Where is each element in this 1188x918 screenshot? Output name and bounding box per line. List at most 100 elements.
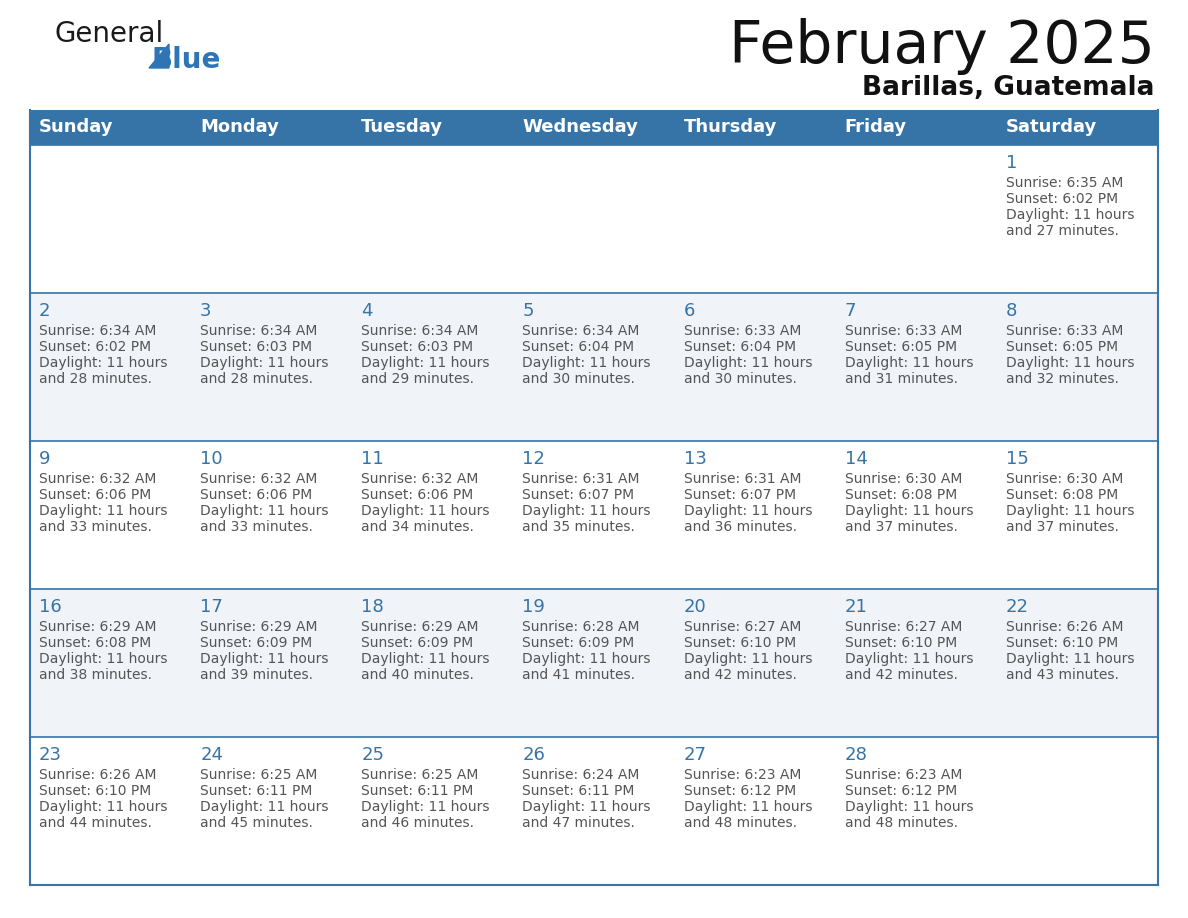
- Text: and 37 minutes.: and 37 minutes.: [845, 520, 958, 534]
- Text: Sunrise: 6:29 AM: Sunrise: 6:29 AM: [39, 620, 157, 634]
- Text: Sunset: 6:11 PM: Sunset: 6:11 PM: [523, 784, 634, 798]
- Text: 19: 19: [523, 598, 545, 616]
- Text: Sunrise: 6:33 AM: Sunrise: 6:33 AM: [1006, 324, 1123, 338]
- Text: 10: 10: [200, 450, 223, 468]
- Text: Daylight: 11 hours: Daylight: 11 hours: [523, 800, 651, 814]
- Bar: [30, 441, 1158, 589]
- Text: and 47 minutes.: and 47 minutes.: [523, 816, 636, 830]
- Text: 6: 6: [683, 302, 695, 320]
- Text: 16: 16: [39, 598, 62, 616]
- Bar: [30, 293, 1158, 441]
- Text: Sunrise: 6:25 AM: Sunrise: 6:25 AM: [361, 768, 479, 782]
- Text: General: General: [55, 20, 164, 48]
- Text: Saturday: Saturday: [1006, 118, 1097, 137]
- Text: Sunrise: 6:34 AM: Sunrise: 6:34 AM: [39, 324, 157, 338]
- Text: Sunset: 6:03 PM: Sunset: 6:03 PM: [200, 340, 312, 354]
- Text: and 38 minutes.: and 38 minutes.: [39, 668, 152, 682]
- Text: 7: 7: [845, 302, 857, 320]
- Text: Daylight: 11 hours: Daylight: 11 hours: [523, 504, 651, 518]
- Text: Daylight: 11 hours: Daylight: 11 hours: [683, 504, 813, 518]
- Text: Daylight: 11 hours: Daylight: 11 hours: [845, 652, 973, 666]
- Bar: [30, 110, 1158, 145]
- Text: Sunrise: 6:29 AM: Sunrise: 6:29 AM: [361, 620, 479, 634]
- Text: and 42 minutes.: and 42 minutes.: [683, 668, 796, 682]
- Text: Sunrise: 6:31 AM: Sunrise: 6:31 AM: [683, 472, 801, 486]
- Text: 24: 24: [200, 746, 223, 764]
- Text: and 41 minutes.: and 41 minutes.: [523, 668, 636, 682]
- Text: Sunrise: 6:30 AM: Sunrise: 6:30 AM: [845, 472, 962, 486]
- Text: Sunrise: 6:23 AM: Sunrise: 6:23 AM: [683, 768, 801, 782]
- Text: and 32 minutes.: and 32 minutes.: [1006, 372, 1119, 386]
- Text: 18: 18: [361, 598, 384, 616]
- Text: Sunset: 6:09 PM: Sunset: 6:09 PM: [200, 636, 312, 650]
- Text: 20: 20: [683, 598, 707, 616]
- Text: and 36 minutes.: and 36 minutes.: [683, 520, 797, 534]
- Text: Daylight: 11 hours: Daylight: 11 hours: [200, 504, 329, 518]
- Text: 12: 12: [523, 450, 545, 468]
- Text: Sunrise: 6:33 AM: Sunrise: 6:33 AM: [845, 324, 962, 338]
- Text: Sunset: 6:11 PM: Sunset: 6:11 PM: [361, 784, 474, 798]
- Text: and 28 minutes.: and 28 minutes.: [200, 372, 314, 386]
- Text: Daylight: 11 hours: Daylight: 11 hours: [39, 800, 168, 814]
- Text: and 30 minutes.: and 30 minutes.: [683, 372, 796, 386]
- Text: Sunrise: 6:29 AM: Sunrise: 6:29 AM: [200, 620, 317, 634]
- Text: 26: 26: [523, 746, 545, 764]
- Text: Sunset: 6:08 PM: Sunset: 6:08 PM: [1006, 488, 1118, 502]
- Text: Sunset: 6:10 PM: Sunset: 6:10 PM: [845, 636, 958, 650]
- Text: Daylight: 11 hours: Daylight: 11 hours: [1006, 652, 1135, 666]
- Text: Daylight: 11 hours: Daylight: 11 hours: [845, 800, 973, 814]
- Text: Sunrise: 6:26 AM: Sunrise: 6:26 AM: [39, 768, 157, 782]
- Text: Daylight: 11 hours: Daylight: 11 hours: [683, 800, 813, 814]
- Text: and 28 minutes.: and 28 minutes.: [39, 372, 152, 386]
- Text: 28: 28: [845, 746, 867, 764]
- Text: Daylight: 11 hours: Daylight: 11 hours: [845, 504, 973, 518]
- Text: Daylight: 11 hours: Daylight: 11 hours: [39, 652, 168, 666]
- Text: Daylight: 11 hours: Daylight: 11 hours: [1006, 356, 1135, 370]
- Text: 4: 4: [361, 302, 373, 320]
- Text: and 48 minutes.: and 48 minutes.: [845, 816, 958, 830]
- Text: Daylight: 11 hours: Daylight: 11 hours: [39, 356, 168, 370]
- Text: and 42 minutes.: and 42 minutes.: [845, 668, 958, 682]
- Text: Daylight: 11 hours: Daylight: 11 hours: [361, 800, 489, 814]
- Text: Daylight: 11 hours: Daylight: 11 hours: [523, 356, 651, 370]
- Text: Sunrise: 6:28 AM: Sunrise: 6:28 AM: [523, 620, 640, 634]
- Text: Sunset: 6:06 PM: Sunset: 6:06 PM: [361, 488, 474, 502]
- Text: Daylight: 11 hours: Daylight: 11 hours: [39, 504, 168, 518]
- Text: and 33 minutes.: and 33 minutes.: [39, 520, 152, 534]
- Text: Sunrise: 6:30 AM: Sunrise: 6:30 AM: [1006, 472, 1123, 486]
- Text: Sunset: 6:10 PM: Sunset: 6:10 PM: [683, 636, 796, 650]
- Text: 14: 14: [845, 450, 867, 468]
- Text: 22: 22: [1006, 598, 1029, 616]
- Bar: [30, 589, 1158, 737]
- Text: Sunrise: 6:32 AM: Sunrise: 6:32 AM: [200, 472, 317, 486]
- Text: Sunset: 6:05 PM: Sunset: 6:05 PM: [845, 340, 956, 354]
- Text: Sunset: 6:07 PM: Sunset: 6:07 PM: [523, 488, 634, 502]
- Text: Sunrise: 6:35 AM: Sunrise: 6:35 AM: [1006, 176, 1123, 190]
- Text: Sunset: 6:12 PM: Sunset: 6:12 PM: [683, 784, 796, 798]
- Text: 25: 25: [361, 746, 384, 764]
- Text: Daylight: 11 hours: Daylight: 11 hours: [361, 504, 489, 518]
- Text: Sunrise: 6:34 AM: Sunrise: 6:34 AM: [523, 324, 640, 338]
- Text: Daylight: 11 hours: Daylight: 11 hours: [200, 652, 329, 666]
- Text: Daylight: 11 hours: Daylight: 11 hours: [683, 652, 813, 666]
- Text: Sunrise: 6:33 AM: Sunrise: 6:33 AM: [683, 324, 801, 338]
- Text: and 34 minutes.: and 34 minutes.: [361, 520, 474, 534]
- Text: Sunset: 6:07 PM: Sunset: 6:07 PM: [683, 488, 796, 502]
- Text: Barillas, Guatemala: Barillas, Guatemala: [862, 75, 1155, 101]
- Text: and 45 minutes.: and 45 minutes.: [200, 816, 312, 830]
- Text: 21: 21: [845, 598, 867, 616]
- Text: Sunset: 6:10 PM: Sunset: 6:10 PM: [39, 784, 151, 798]
- Text: Blue: Blue: [151, 46, 221, 74]
- Text: Daylight: 11 hours: Daylight: 11 hours: [845, 356, 973, 370]
- Text: Sunset: 6:12 PM: Sunset: 6:12 PM: [845, 784, 958, 798]
- Text: 1: 1: [1006, 154, 1017, 172]
- Text: Sunrise: 6:32 AM: Sunrise: 6:32 AM: [39, 472, 157, 486]
- Text: 15: 15: [1006, 450, 1029, 468]
- Text: 27: 27: [683, 746, 707, 764]
- Text: 17: 17: [200, 598, 223, 616]
- Text: and 31 minutes.: and 31 minutes.: [845, 372, 958, 386]
- Text: 5: 5: [523, 302, 533, 320]
- Text: Sunrise: 6:34 AM: Sunrise: 6:34 AM: [361, 324, 479, 338]
- Text: and 40 minutes.: and 40 minutes.: [361, 668, 474, 682]
- Text: 11: 11: [361, 450, 384, 468]
